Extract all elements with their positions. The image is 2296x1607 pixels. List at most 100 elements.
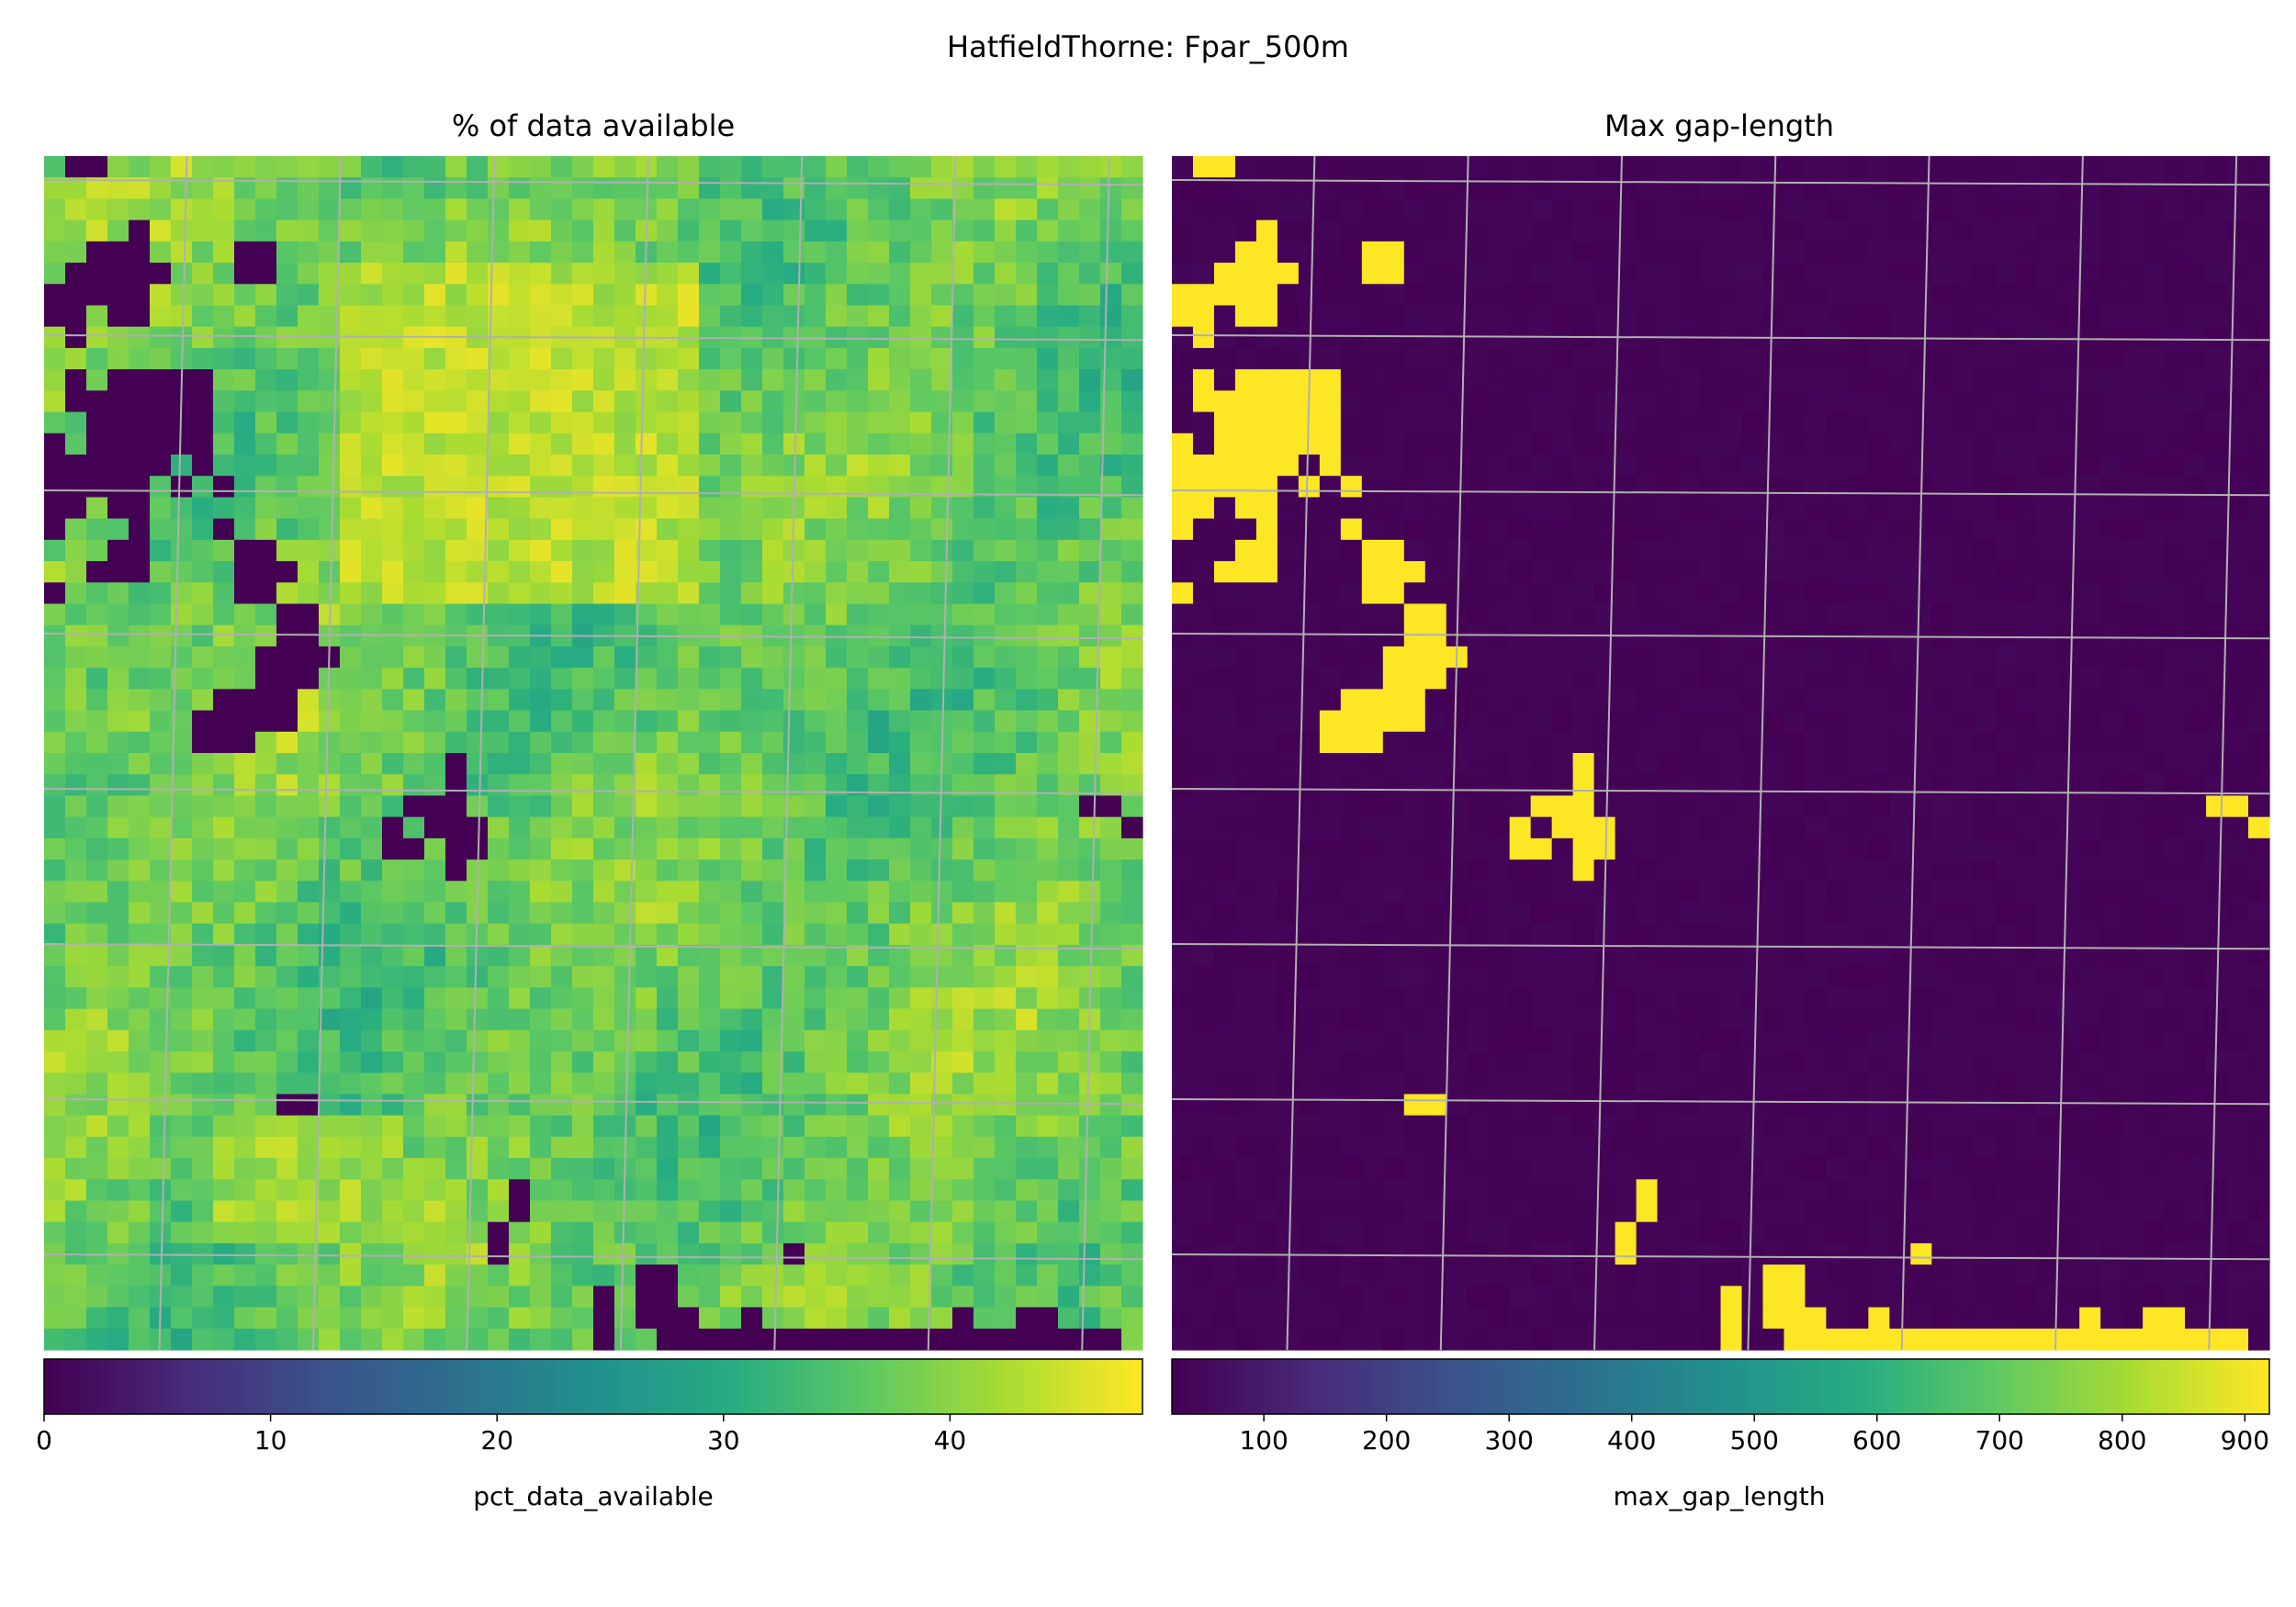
heatmap-cell xyxy=(1192,390,1215,413)
heatmap-cell xyxy=(509,497,531,520)
heatmap-cell xyxy=(910,1029,932,1052)
heatmap-cell xyxy=(1319,774,1342,797)
heatmap-cell xyxy=(720,668,742,690)
heatmap-cell xyxy=(213,1029,235,1052)
colorbar-segment xyxy=(922,1359,933,1414)
heatmap-cell xyxy=(1100,731,1122,754)
heatmap-cell xyxy=(572,561,594,583)
heatmap-cell xyxy=(868,1200,890,1223)
heatmap-cell xyxy=(1058,284,1080,307)
heatmap-cell xyxy=(551,433,573,455)
heatmap-cell xyxy=(762,1200,784,1223)
heatmap-cell xyxy=(720,646,742,669)
heatmap-cell xyxy=(1121,689,1143,712)
heatmap-cell xyxy=(1826,795,1848,818)
heatmap-cell xyxy=(1058,689,1080,712)
heatmap-cell xyxy=(488,944,510,967)
heatmap-cell xyxy=(657,582,679,605)
heatmap-cell xyxy=(65,219,87,242)
heatmap-cell xyxy=(1488,518,1511,541)
heatmap-cell xyxy=(530,923,552,946)
heatmap-cell xyxy=(213,219,235,242)
heatmap-cell xyxy=(826,1221,848,1244)
heatmap-cell xyxy=(593,1008,615,1031)
heatmap-cell xyxy=(1699,241,1722,264)
heatmap-cell xyxy=(1593,284,1616,307)
heatmap-cell xyxy=(931,1179,953,1202)
heatmap-cell xyxy=(1403,156,1426,178)
heatmap-cell xyxy=(720,347,742,370)
heatmap-cell xyxy=(593,198,615,221)
heatmap-cell xyxy=(1784,689,1806,712)
heatmap-cell xyxy=(1572,411,1595,434)
heatmap-cell xyxy=(826,816,848,839)
heatmap-cell xyxy=(1192,774,1215,797)
heatmap-cell xyxy=(1995,923,2017,946)
heatmap-cell xyxy=(276,860,298,882)
heatmap-cell xyxy=(86,1073,108,1096)
heatmap-cell xyxy=(1277,902,1300,925)
heatmap-cell xyxy=(192,860,214,882)
heatmap-cell xyxy=(868,1158,890,1180)
heatmap-cell xyxy=(1953,624,1975,647)
heatmap-cell xyxy=(1615,369,1638,391)
heatmap-cell xyxy=(340,837,362,860)
heatmap-cell xyxy=(340,177,362,200)
heatmap-cell xyxy=(255,1286,277,1309)
heatmap-cell xyxy=(192,966,214,988)
heatmap-cell xyxy=(1424,582,1447,605)
heatmap-cell xyxy=(2143,497,2165,520)
heatmap-cell xyxy=(572,1136,594,1159)
heatmap-cell xyxy=(720,476,742,499)
heatmap-cell xyxy=(1847,860,1869,882)
heatmap-cell xyxy=(488,837,510,860)
heatmap-cell xyxy=(1037,987,1059,1010)
heatmap-cell xyxy=(1340,326,1363,349)
heatmap-cell xyxy=(889,837,911,860)
heatmap-cell xyxy=(1037,646,1059,669)
heatmap-cell xyxy=(1121,902,1143,925)
heatmap-cell xyxy=(847,369,869,391)
heatmap-cell xyxy=(2079,284,2101,307)
heatmap-cell xyxy=(65,646,87,669)
heatmap-cell xyxy=(1847,241,1869,264)
heatmap-cell xyxy=(65,1029,87,1052)
heatmap-cell xyxy=(171,966,193,988)
heatmap-cell xyxy=(255,837,277,860)
heatmap-cell xyxy=(1058,497,1080,520)
heatmap-cell xyxy=(1868,263,1890,285)
heatmap-cell xyxy=(234,263,256,285)
heatmap-cell xyxy=(657,177,679,200)
heatmap-cell xyxy=(1340,774,1363,797)
heatmap-cell xyxy=(2037,860,2059,882)
heatmap-cell xyxy=(129,774,151,797)
heatmap-cell xyxy=(234,1328,256,1351)
heatmap-cell xyxy=(910,731,932,754)
heatmap-cell xyxy=(129,433,151,455)
heatmap-cell xyxy=(572,1286,594,1309)
heatmap-cell xyxy=(889,1115,911,1138)
heatmap-cell xyxy=(86,753,108,775)
heatmap-cell xyxy=(1488,433,1511,455)
heatmap-cell xyxy=(424,923,446,946)
heatmap-cell xyxy=(1403,668,1426,690)
heatmap-cell xyxy=(319,1073,341,1096)
heatmap-cell xyxy=(65,347,87,370)
heatmap-cell xyxy=(530,347,552,370)
heatmap-cell xyxy=(2164,539,2186,562)
heatmap-cell xyxy=(424,1051,446,1073)
heatmap-cell xyxy=(107,795,129,818)
heatmap-cell xyxy=(424,774,446,797)
heatmap-cell xyxy=(255,1200,277,1223)
colorbar-segment xyxy=(483,1359,493,1414)
heatmap-cell xyxy=(2122,219,2144,242)
heatmap-cell xyxy=(1037,944,1059,967)
heatmap-cell xyxy=(1678,241,1701,264)
heatmap-cell xyxy=(509,860,531,882)
heatmap-cell xyxy=(2143,219,2165,242)
heatmap-cell xyxy=(741,539,763,562)
heatmap-cell xyxy=(107,582,129,605)
heatmap-cell xyxy=(298,219,320,242)
heatmap-cell xyxy=(530,1200,552,1223)
colorbar-segment xyxy=(501,1359,512,1414)
